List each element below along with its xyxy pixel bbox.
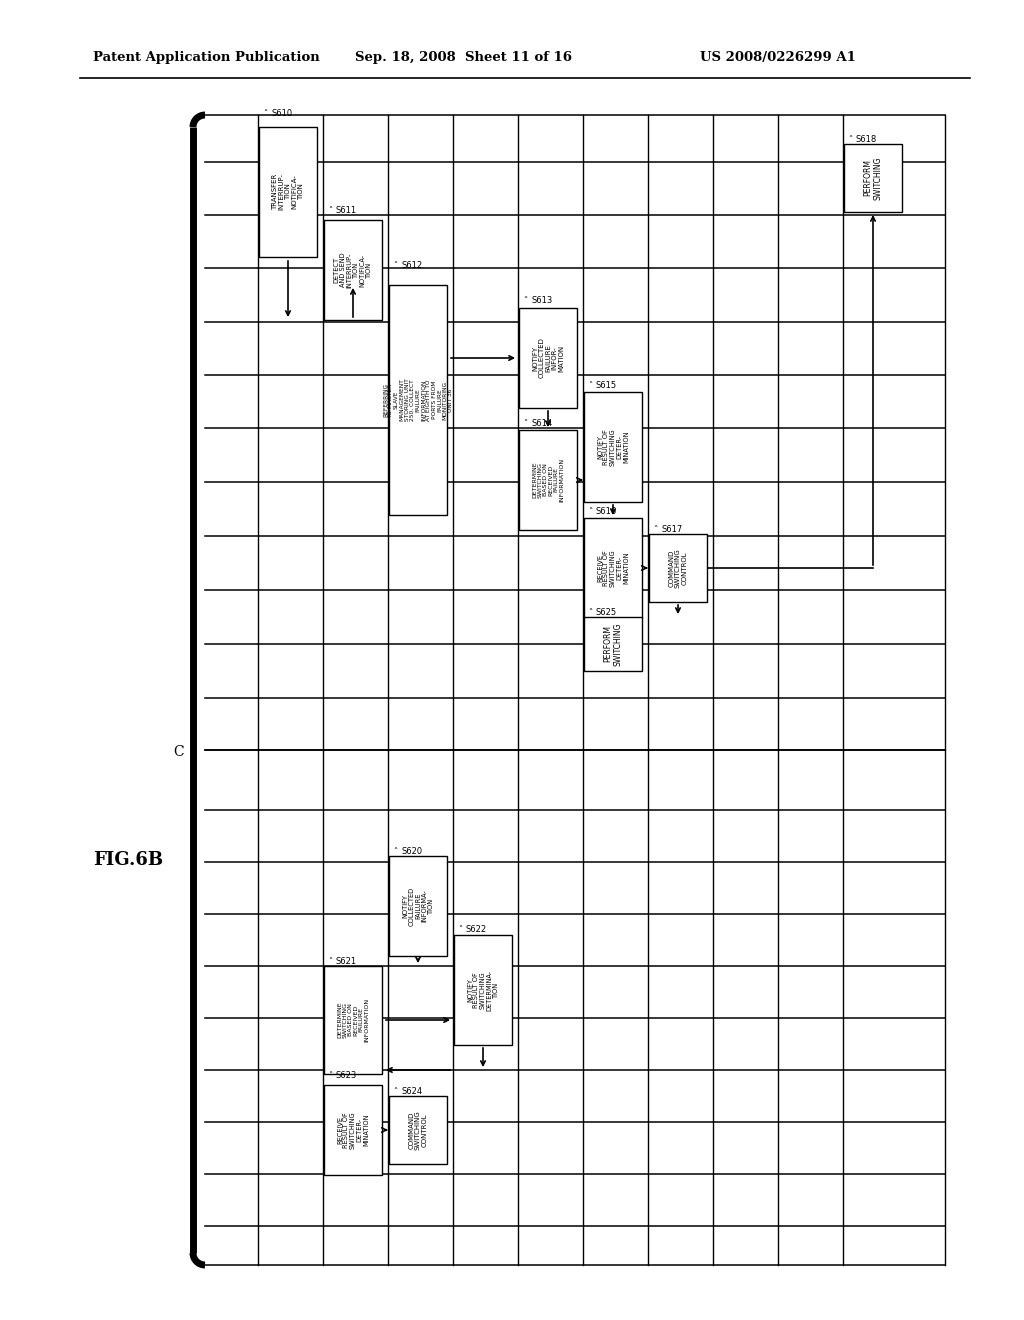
- Bar: [454, 935, 512, 1045]
- Text: S623: S623: [336, 1071, 357, 1080]
- Text: ˄: ˄: [393, 1086, 397, 1096]
- Text: ˄: ˄: [588, 507, 592, 516]
- Text: S620: S620: [401, 847, 422, 855]
- Bar: [519, 308, 577, 408]
- Text: S615: S615: [596, 381, 617, 389]
- Text: S613: S613: [531, 296, 552, 305]
- Text: NOTIFY
COLLECTED
FAILURE
INFORMA-
TION: NOTIFY COLLECTED FAILURE INFORMA- TION: [402, 887, 434, 925]
- Text: NOTIFY
RESULT OF
SWITCHING
DETERMINA-
TION: NOTIFY RESULT OF SWITCHING DETERMINA- TI…: [467, 969, 499, 1011]
- Text: DETERMINE
SWITCHING
BASED ON
RECEIVED
FAILURE
INFORMATION: DETERMINE SWITCHING BASED ON RECEIVED FA…: [337, 998, 369, 1041]
- Bar: [584, 392, 642, 502]
- Text: TRANSFER
INTERRUP-
TION
NOTIFICA-
TION: TRANSFER INTERRUP- TION NOTIFICA- TION: [272, 173, 304, 210]
- Text: NOTIFY
RESULT OF
SWITCHING
DETER-
MINATION: NOTIFY RESULT OF SWITCHING DETER- MINATI…: [597, 428, 629, 466]
- Text: DETECT
AND SEND
INTERRUP-
TION
NOTIFICA-
TION: DETECT AND SEND INTERRUP- TION NOTIFICA-…: [334, 252, 373, 288]
- Bar: [519, 430, 577, 531]
- Bar: [324, 1085, 382, 1175]
- Text: C: C: [174, 744, 184, 759]
- Bar: [389, 855, 447, 956]
- Text: ˄: ˄: [328, 206, 332, 215]
- Text: S614: S614: [531, 418, 552, 428]
- Text: ˄: ˄: [263, 110, 267, 117]
- Text: S624: S624: [401, 1086, 422, 1096]
- Text: DETERMINE
SWITCHING
BASED ON
RECEIVED
FAILURE
INFORMATION: DETERMINE SWITCHING BASED ON RECEIVED FA…: [532, 458, 564, 502]
- Text: S611: S611: [336, 206, 357, 215]
- Text: ˄: ˄: [588, 381, 592, 389]
- Text: S617: S617: [662, 525, 682, 535]
- Text: PERFORM
SWITCHING: PERFORM SWITCHING: [604, 622, 623, 665]
- Text: S616: S616: [596, 507, 617, 516]
- Text: Patent Application Publication: Patent Application Publication: [93, 51, 319, 65]
- Text: S625: S625: [596, 609, 617, 616]
- Text: ˄: ˄: [393, 847, 397, 855]
- Text: RECEIVE
RESULT OF
SWITCHING
DETER-
MINATION: RECEIVE RESULT OF SWITCHING DETER- MINAT…: [337, 1111, 369, 1148]
- Bar: [584, 517, 642, 618]
- Text: ˄: ˄: [328, 1071, 332, 1080]
- Text: ˄: ˄: [653, 525, 657, 535]
- Text: ˄: ˄: [328, 957, 332, 966]
- Bar: [259, 127, 317, 257]
- Text: ˄: ˄: [523, 418, 527, 428]
- Text: US 2008/0226299 A1: US 2008/0226299 A1: [700, 51, 856, 65]
- Text: S618: S618: [856, 135, 878, 144]
- Text: S612: S612: [401, 261, 422, 271]
- Bar: [584, 616, 642, 671]
- Text: RECEIVE
RESULT OF
SWITCHING
DETER-
MINATION: RECEIVE RESULT OF SWITCHING DETER- MINAT…: [597, 549, 629, 587]
- Text: NOTIFY
COLLECTED
FAILURE
INFOR-
MATION: NOTIFY COLLECTED FAILURE INFOR- MATION: [532, 338, 564, 379]
- Text: S610: S610: [271, 110, 292, 117]
- Bar: [389, 285, 447, 515]
- Bar: [324, 220, 382, 319]
- Text: ˄: ˄: [393, 261, 397, 271]
- Text: ˄: ˄: [523, 296, 527, 305]
- Text: COMMAND
SWITCHING
CONTROL: COMMAND SWITCHING CONTROL: [409, 1110, 427, 1150]
- Bar: [844, 144, 902, 213]
- Text: S621: S621: [336, 957, 357, 966]
- Text: FIG.6B: FIG.6B: [93, 851, 163, 869]
- Text: ˄: ˄: [588, 609, 592, 616]
- Text: COMMAND
SWITCHING
CONTROL: COMMAND SWITCHING CONTROL: [669, 548, 687, 587]
- Bar: [649, 535, 707, 602]
- Text: S622: S622: [466, 925, 487, 935]
- Text: ˄: ˄: [848, 135, 852, 144]
- Text: Sep. 18, 2008  Sheet 11 of 16: Sep. 18, 2008 Sheet 11 of 16: [355, 51, 572, 65]
- Bar: [324, 966, 382, 1074]
- Bar: [389, 1096, 447, 1164]
- Text: ˄: ˄: [458, 925, 462, 935]
- Text: REFERRING
TO MASTER-
SLAVE
MANAGEMENT
STORING UNIT
250, COLLECT
FAILURE
INFORMAT: REFERRING TO MASTER- SLAVE MANAGEMENT ST…: [383, 379, 453, 421]
- Text: PERFORM
SWITCHING: PERFORM SWITCHING: [863, 156, 883, 199]
